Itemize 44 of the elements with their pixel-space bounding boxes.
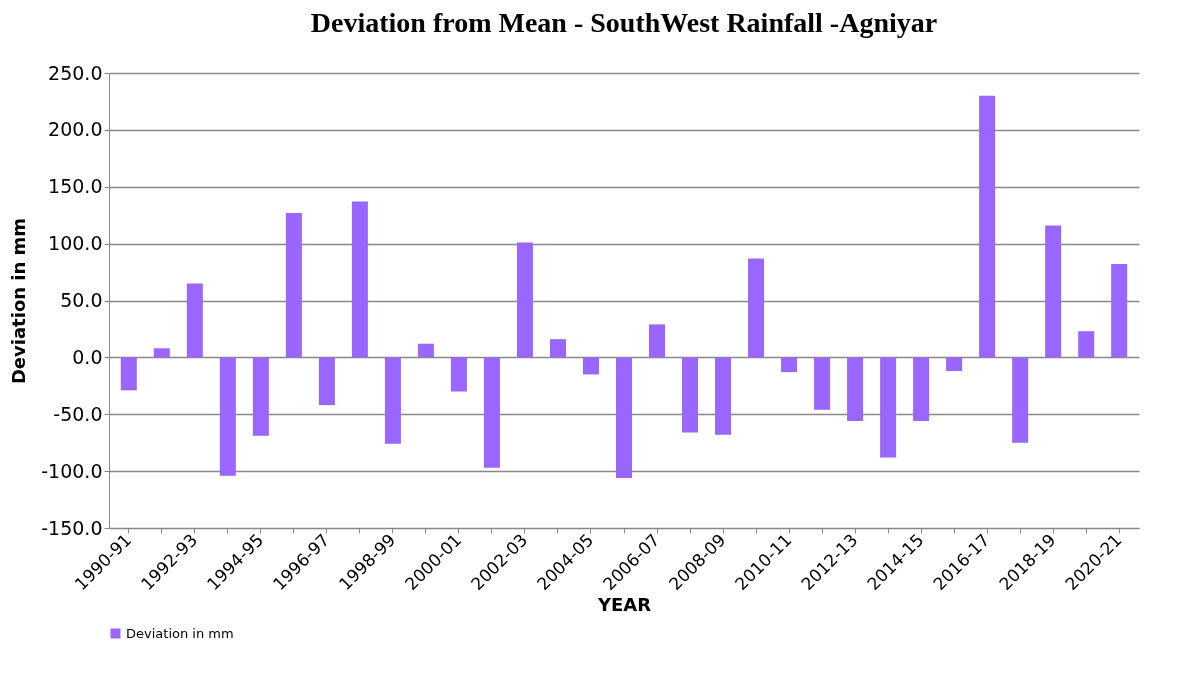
y-tick-label: 150.0 — [48, 175, 103, 198]
bar — [516, 242, 533, 358]
bar — [748, 258, 765, 358]
bar — [1111, 264, 1128, 358]
bar — [616, 357, 632, 478]
bar — [120, 357, 137, 391]
bar — [219, 357, 236, 476]
bar — [318, 357, 335, 406]
y-tick-label: -100.0 — [41, 459, 103, 482]
bar — [1012, 357, 1029, 443]
bar — [483, 357, 500, 468]
bar — [814, 357, 831, 410]
y-tick-label: -50.0 — [53, 402, 103, 425]
bar — [913, 357, 930, 422]
x-axis-title: YEAR — [596, 594, 652, 616]
y-tick-label: 0.0 — [72, 345, 103, 368]
bar — [979, 95, 996, 358]
y-tick-label: -150.0 — [41, 516, 103, 539]
bar — [252, 357, 269, 436]
bar — [153, 348, 170, 358]
y-axis-title: Deviation in mm — [8, 217, 30, 385]
legend-label: Deviation in mm — [126, 625, 234, 641]
bar — [781, 357, 798, 373]
bar — [549, 339, 566, 358]
bar — [847, 357, 864, 422]
bar — [715, 357, 732, 435]
y-tick-label: 50.0 — [60, 289, 103, 311]
bar — [946, 357, 963, 372]
y-tick-label: 100.0 — [48, 232, 103, 255]
bar — [1045, 225, 1062, 358]
chart-title: Deviation from Mean - SouthWest Rainfall -Agniyar — [310, 7, 938, 38]
y-tick-label: 250.0 — [48, 61, 103, 84]
bar — [351, 201, 368, 358]
bar — [285, 212, 302, 358]
bar — [417, 343, 434, 358]
bar — [582, 357, 599, 375]
y-tick-label: 200.0 — [48, 118, 103, 141]
bar — [384, 357, 401, 444]
bar — [880, 357, 897, 458]
bar — [450, 357, 467, 392]
bar — [1078, 331, 1095, 358]
bar — [186, 283, 203, 358]
bar — [649, 324, 666, 358]
bar — [682, 357, 699, 433]
